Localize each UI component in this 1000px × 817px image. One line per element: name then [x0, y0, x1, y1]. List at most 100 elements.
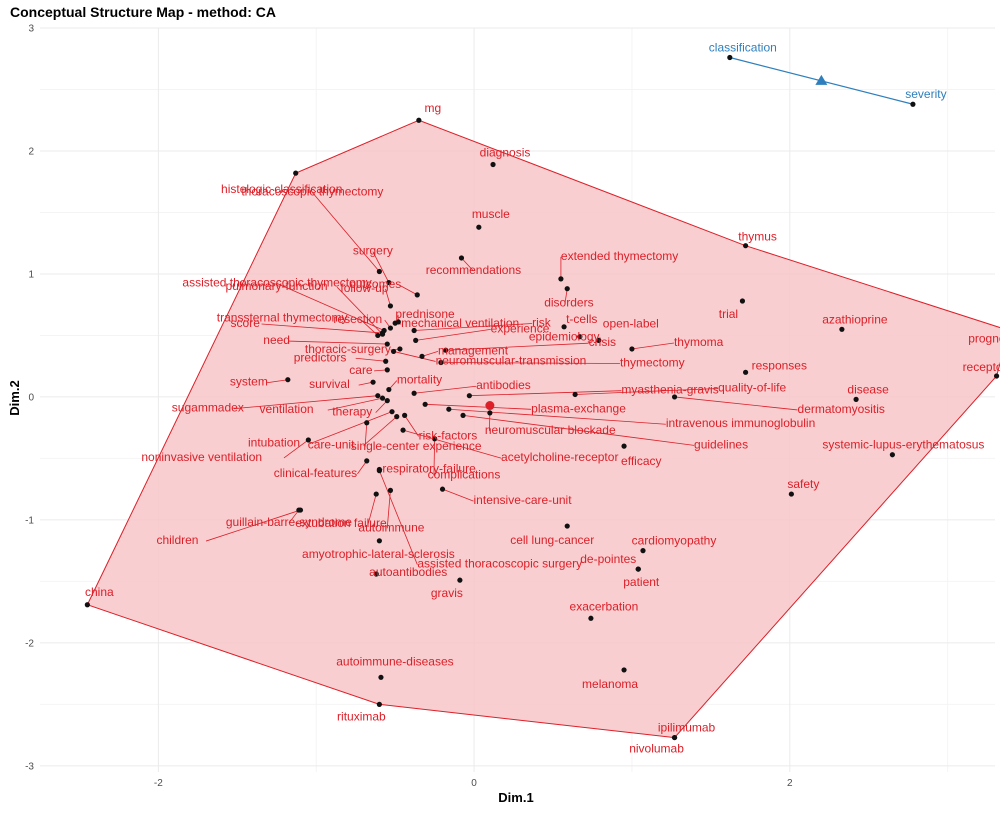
label-classification: classification — [709, 41, 777, 55]
label-ventilation: ventilation — [260, 402, 314, 416]
label-acetylcholine-receptor: acetylcholine-receptor — [501, 450, 618, 464]
label-receptor: receptor — [963, 360, 1000, 374]
point-guillain-barre-syndrome — [296, 507, 301, 512]
label-myasthenia-gravis: myasthenia-gravis — [621, 383, 718, 397]
label-intravenous-immunoglobulin: intravenous immunoglobulin — [666, 416, 815, 430]
label-care: care — [349, 363, 373, 377]
label-antibodies: antibodies — [476, 378, 531, 392]
label-predictors: predictors — [294, 350, 347, 364]
point-outcomes — [415, 292, 420, 297]
point-acetylcholine-receptor — [400, 428, 405, 433]
point-intubation — [389, 409, 394, 414]
label-dermatomyositis: dermatomyositis — [798, 402, 885, 416]
label-resection: resection — [333, 312, 382, 326]
point-recommendations — [459, 255, 464, 260]
label-extended-thymectomy: extended thymectomy — [561, 249, 678, 263]
label-follow-up: follow-up — [340, 281, 388, 295]
label-severity: severity — [905, 87, 946, 101]
label-de-pointes: de-pointes — [580, 552, 636, 566]
label-amyotrophic-lateral-sclerosis: amyotrophic-lateral-sclerosis — [302, 547, 455, 561]
label-single-center-experience: single-center experience — [351, 439, 482, 453]
point-classification — [727, 55, 732, 60]
label-recommendations: recommendations — [426, 263, 521, 277]
point-risk-factors — [402, 413, 407, 418]
label-thymus: thymus — [738, 230, 777, 244]
y-axis-label: Dim.2 — [7, 380, 22, 415]
point-survival — [370, 380, 375, 385]
point-cell-lung-cancer — [565, 523, 570, 528]
point-transsternal-thymectomy — [375, 333, 380, 338]
label-noninvasive-ventilation: noninvasive ventilation — [141, 450, 262, 464]
label-melanoma: melanoma — [582, 677, 638, 691]
label-cardiomyopathy: cardiomyopathy — [632, 534, 717, 548]
label-systemic-lupus-erythematosus: systemic-lupus-erythematosus — [822, 438, 984, 452]
label-children: children — [156, 533, 198, 547]
label-prednisone: prednisone — [395, 307, 455, 321]
point-histologic-classification — [293, 171, 298, 176]
point-safety — [789, 491, 794, 496]
point-thoracic-surgery — [397, 346, 402, 351]
point-thymoma — [629, 346, 634, 351]
point-gravis — [457, 578, 462, 583]
label-intensive-care-unit: intensive-care-unit — [474, 493, 573, 507]
label-plasma-exchange: plasma-exchange — [531, 401, 626, 415]
label-autoantibodies: autoantibodies — [369, 565, 447, 579]
point-myasthenia-gravis — [467, 393, 472, 398]
point-receptor — [994, 373, 999, 378]
point-extended-thymectomy — [558, 276, 563, 281]
point-efficacy — [621, 444, 626, 449]
point-china — [85, 602, 90, 607]
point-care-unit — [394, 414, 399, 419]
point-single-center-experience — [364, 420, 369, 425]
label-pulmonary-function: pulmonary-function — [226, 279, 328, 293]
label-efficacy: efficacy — [621, 454, 661, 468]
point-assisted-thoracoscopic-surgery — [377, 468, 382, 473]
point-systemic-lupus-erythematosus — [890, 452, 895, 457]
point-predictors — [383, 359, 388, 364]
label-exacerbation: exacerbation — [570, 599, 639, 613]
label-survival: survival — [309, 377, 350, 391]
point-experience — [413, 338, 418, 343]
label-guillain-barre-syndrome: guillain-barre-syndrome — [226, 515, 352, 529]
label-neuromuscular-blockade: neuromuscular blockade — [485, 423, 616, 437]
label-thymectomy: thymectomy — [620, 355, 685, 369]
label-ipilimumab: ipilimumab — [658, 721, 716, 735]
point-extubation-failure — [374, 491, 379, 496]
cluster-1-centroid — [485, 401, 494, 410]
point-intravenous-immunoglobulin — [446, 407, 451, 412]
point-trial — [740, 298, 745, 303]
point-ventilation — [380, 396, 385, 401]
point-thoracoscopic-thymectomy — [377, 269, 382, 274]
point-autoimmune — [388, 488, 393, 493]
label-patient: patient — [623, 575, 660, 589]
label-autoimmune-diseases: autoimmune-diseases — [336, 654, 453, 668]
label-azathioprine: azathioprine — [822, 312, 888, 326]
label-respiratory-failure: respiratory-failure — [382, 461, 476, 475]
label-quality-of-life: quality-of-life — [718, 380, 786, 394]
point-care — [385, 367, 390, 372]
point-exacerbation — [588, 616, 593, 621]
y-tick-label: 3 — [28, 24, 34, 35]
x-tick-label: -2 — [154, 778, 163, 789]
point-plasma-exchange — [423, 402, 428, 407]
label-prognosis: prognosis — [968, 332, 1000, 346]
y-tick-label: -1 — [25, 515, 34, 526]
point-neuromuscular-transmission — [391, 349, 396, 354]
label-mg: mg — [425, 101, 442, 115]
label-thoracoscopic-thymectomy: thoracoscopic thymectomy — [241, 184, 383, 198]
label-score: score — [231, 316, 261, 330]
point-cardiomyopathy — [640, 548, 645, 553]
label-cell-lung-cancer: cell lung-cancer — [510, 533, 594, 547]
y-tick-label: 0 — [28, 392, 34, 403]
label-disease: disease — [847, 382, 889, 396]
point-intensive-care-unit — [440, 487, 445, 492]
label-system: system — [230, 375, 268, 389]
label-china: china — [85, 585, 114, 599]
point-antibodies — [412, 391, 417, 396]
chart-title: Conceptual Structure Map - method: CA — [10, 4, 276, 20]
label-muscle: muscle — [472, 207, 510, 221]
y-tick-label: 1 — [28, 269, 34, 280]
label-intubation: intubation — [248, 436, 300, 450]
